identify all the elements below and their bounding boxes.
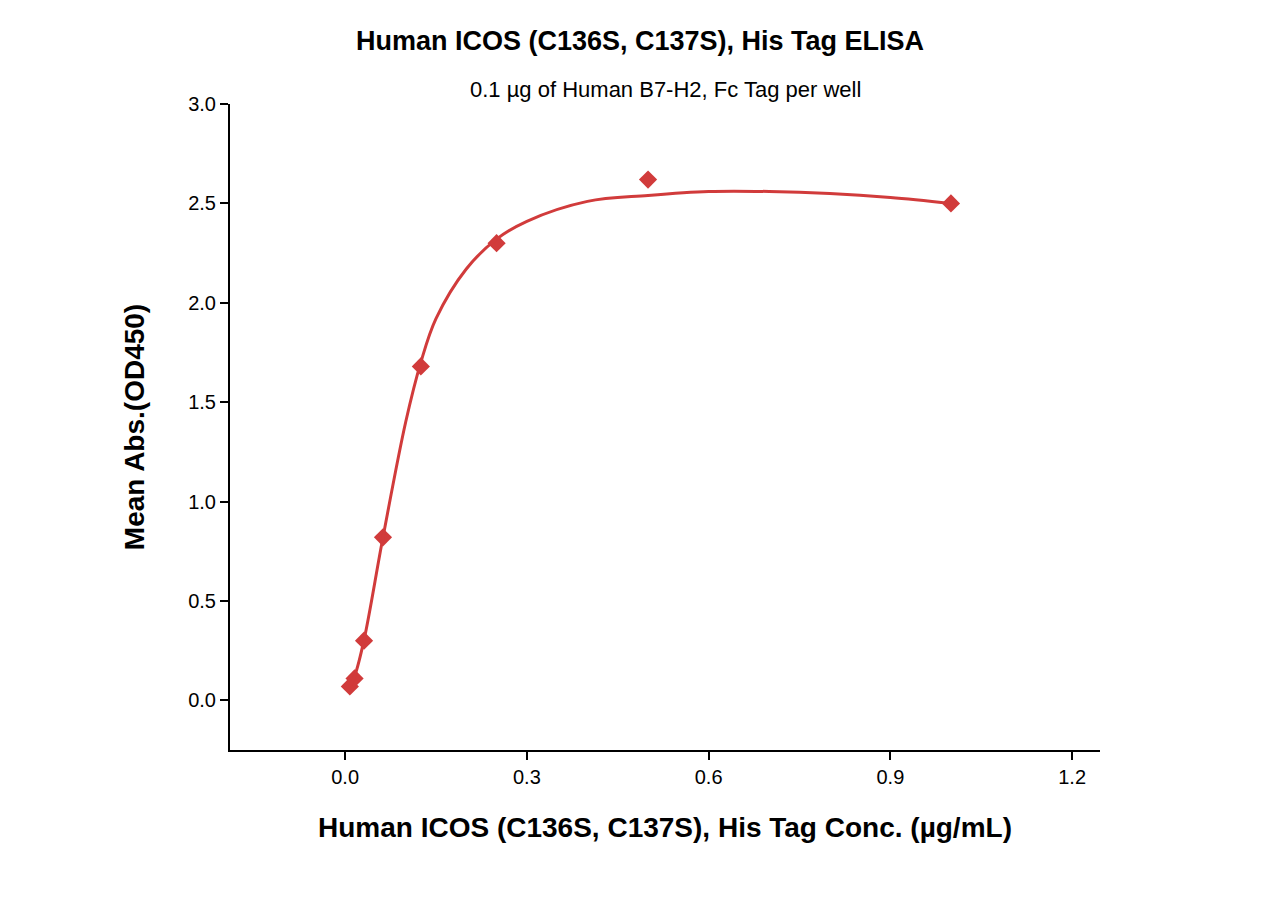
svg-text:Human ICOS (C136S, C137S), His: Human ICOS (C136S, C137S), His Tag Conc.… <box>318 812 1012 843</box>
svg-text:2.0: 2.0 <box>188 292 216 314</box>
svg-text:Human ICOS (C136S, C137S), His: Human ICOS (C136S, C137S), His Tag ELISA <box>356 26 924 56</box>
svg-text:0.9: 0.9 <box>876 766 904 788</box>
svg-text:0.6: 0.6 <box>695 766 723 788</box>
svg-text:0.0: 0.0 <box>331 766 359 788</box>
svg-text:3.0: 3.0 <box>188 93 216 115</box>
svg-text:0.1 µg of Human B7-H2, Fc Tag: 0.1 µg of Human B7-H2, Fc Tag per well <box>470 77 861 102</box>
svg-text:Mean Abs.(OD450): Mean Abs.(OD450) <box>119 304 150 550</box>
svg-text:0.0: 0.0 <box>188 689 216 711</box>
svg-text:1.5: 1.5 <box>188 391 216 413</box>
svg-text:0.5: 0.5 <box>188 590 216 612</box>
svg-text:0.3: 0.3 <box>513 766 541 788</box>
svg-text:1.0: 1.0 <box>188 491 216 513</box>
svg-text:1.2: 1.2 <box>1058 766 1086 788</box>
svg-text:2.5: 2.5 <box>188 192 216 214</box>
